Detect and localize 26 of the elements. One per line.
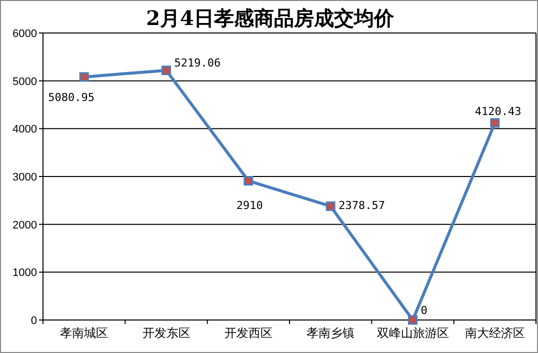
point — [326, 201, 336, 211]
y-tick-label: 3000 — [12, 172, 37, 184]
data-label: 5219.06 — [174, 56, 221, 70]
data-label: 0 — [420, 304, 428, 317]
point — [162, 66, 171, 76]
x-tick-label: 孝南乡镇 — [306, 326, 355, 340]
point — [490, 118, 500, 128]
y-tick-label: 0 — [30, 315, 37, 327]
y-tick-label: 6000 — [12, 28, 37, 40]
x-tick-label: 双峰山旅游区 — [376, 326, 449, 340]
chart-title: 2月4日孝感商品房成交均价 — [146, 6, 395, 30]
y-tick-label: 1000 — [12, 267, 37, 280]
point — [408, 315, 418, 325]
data-label: 2378.57 — [338, 199, 385, 212]
x-tick-label: 开发西区 — [224, 326, 272, 340]
x-tick-label: 开发东区 — [142, 326, 190, 340]
y-tick-label: 2000 — [12, 219, 37, 232]
data-label: 5080.95 — [48, 90, 94, 104]
data-label: 4120.43 — [474, 104, 522, 118]
y-tick-label: 4000 — [12, 124, 37, 136]
y-tick-label: 5000 — [12, 76, 37, 88]
data-label: 2910 — [236, 198, 263, 212]
point — [244, 176, 254, 186]
point — [79, 72, 89, 82]
x-tick-label: 南大经济区 — [464, 326, 525, 340]
x-tick-label: 孝南城区 — [60, 326, 108, 340]
